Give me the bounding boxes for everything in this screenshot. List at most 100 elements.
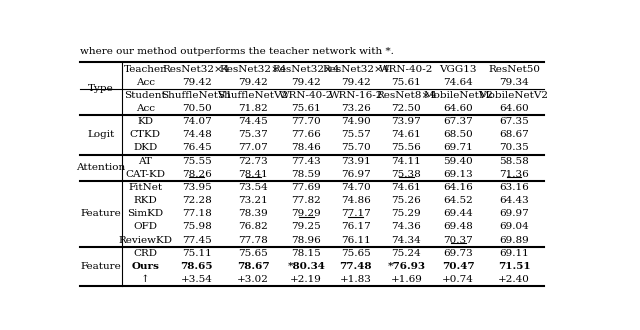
Text: 78.26: 78.26 [182,170,211,179]
Text: +3.02: +3.02 [237,275,269,284]
Text: 74.07: 74.07 [182,117,211,126]
Text: FitNet: FitNet [128,183,163,192]
Text: 79.42: 79.42 [341,78,371,87]
Text: ResNet32×4: ResNet32×4 [163,65,230,74]
Text: 79.25: 79.25 [291,222,321,231]
Text: Feature: Feature [81,209,122,218]
Text: ResNet32×4: ResNet32×4 [273,65,340,74]
Text: 59.40: 59.40 [444,157,473,166]
Text: Acc: Acc [136,104,155,113]
Text: 74.61: 74.61 [392,183,421,192]
Text: ReviewKD: ReviewKD [118,236,172,245]
Text: ShuffleNetV2: ShuffleNetV2 [218,91,289,100]
Text: MobileNetV2: MobileNetV2 [423,91,493,100]
Text: 64.16: 64.16 [444,183,473,192]
Text: *76.93: *76.93 [387,262,426,271]
Text: 73.26: 73.26 [341,104,371,113]
Text: 68.67: 68.67 [499,130,529,139]
Text: 78.15: 78.15 [291,249,321,258]
Text: 75.24: 75.24 [392,249,421,258]
Text: KD: KD [137,117,153,126]
Text: 69.11: 69.11 [499,249,529,258]
Text: +0.74: +0.74 [442,275,474,284]
Text: 71.36: 71.36 [499,170,529,179]
Text: SimKD: SimKD [127,209,163,218]
Text: 73.97: 73.97 [392,117,421,126]
Text: 77.43: 77.43 [291,157,321,166]
Text: 64.52: 64.52 [444,196,473,205]
Text: Type: Type [88,84,114,93]
Text: 76.82: 76.82 [238,222,268,231]
Text: 76.97: 76.97 [341,170,371,179]
Text: CAT-KD: CAT-KD [125,170,165,179]
Text: 78.96: 78.96 [291,236,321,245]
Text: *80.34: *80.34 [287,262,325,271]
Text: AT: AT [138,157,152,166]
Text: ResNet8×4: ResNet8×4 [376,91,436,100]
Text: 78.59: 78.59 [291,170,321,179]
Text: 75.11: 75.11 [182,249,211,258]
Text: 70.35: 70.35 [499,144,529,152]
Text: 79.34: 79.34 [499,78,529,87]
Text: ↑: ↑ [141,275,150,284]
Text: 77.70: 77.70 [291,117,321,126]
Text: ShuffleNetV1: ShuffleNetV1 [161,91,232,100]
Text: 69.44: 69.44 [444,209,473,218]
Text: 73.91: 73.91 [341,157,371,166]
Text: CRD: CRD [133,249,157,258]
Text: 78.65: 78.65 [180,262,213,271]
Text: 77.48: 77.48 [340,262,372,271]
Text: 75.38: 75.38 [392,170,421,179]
Text: 74.36: 74.36 [392,222,421,231]
Text: 74.34: 74.34 [392,236,421,245]
Text: 75.65: 75.65 [341,249,371,258]
Text: 72.73: 72.73 [238,157,268,166]
Text: 75.65: 75.65 [238,249,268,258]
Text: 71.82: 71.82 [238,104,268,113]
Text: 69.13: 69.13 [444,170,473,179]
Text: 77.66: 77.66 [291,130,321,139]
Text: 78.41: 78.41 [238,170,268,179]
Text: 74.48: 74.48 [182,130,211,139]
Text: ResNet50: ResNet50 [488,65,540,74]
Text: 76.17: 76.17 [341,222,371,231]
Text: 76.45: 76.45 [182,144,211,152]
Text: 63.16: 63.16 [499,183,529,192]
Text: +2.19: +2.19 [290,275,322,284]
Text: +1.69: +1.69 [390,275,422,284]
Text: 77.82: 77.82 [291,196,321,205]
Text: 79.42: 79.42 [182,78,211,87]
Text: 64.60: 64.60 [499,104,529,113]
Text: Attention: Attention [76,163,125,172]
Text: ResNet32×4: ResNet32×4 [322,65,390,74]
Text: 78.67: 78.67 [237,262,269,271]
Text: 77.17: 77.17 [341,209,371,218]
Text: 70.50: 70.50 [182,104,211,113]
Text: 75.70: 75.70 [341,144,371,152]
Text: 64.43: 64.43 [499,196,529,205]
Text: 73.95: 73.95 [182,183,211,192]
Text: 74.86: 74.86 [341,196,371,205]
Text: 73.54: 73.54 [238,183,268,192]
Text: 58.58: 58.58 [499,157,529,166]
Text: 75.61: 75.61 [392,78,421,87]
Text: 67.35: 67.35 [499,117,529,126]
Text: 75.29: 75.29 [392,209,421,218]
Text: 77.69: 77.69 [291,183,321,192]
Text: 75.37: 75.37 [238,130,268,139]
Text: 75.57: 75.57 [341,130,371,139]
Text: 75.55: 75.55 [182,157,211,166]
Text: 71.51: 71.51 [498,262,531,271]
Text: 67.37: 67.37 [444,117,473,126]
Text: 68.50: 68.50 [444,130,473,139]
Text: WRN-16-2: WRN-16-2 [328,91,383,100]
Text: 70.37: 70.37 [444,236,473,245]
Text: 77.45: 77.45 [182,236,211,245]
Text: 79.42: 79.42 [291,78,321,87]
Text: Acc: Acc [136,78,155,87]
Text: RKD: RKD [133,196,157,205]
Text: Feature: Feature [81,262,122,271]
Text: 74.45: 74.45 [238,117,268,126]
Text: 78.39: 78.39 [238,209,268,218]
Text: 75.56: 75.56 [392,144,421,152]
